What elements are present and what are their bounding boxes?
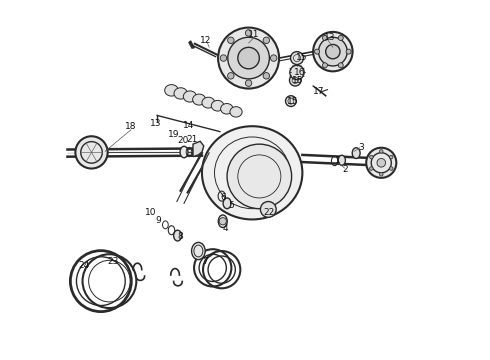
Ellipse shape [202,126,302,220]
Text: 15: 15 [287,97,299,106]
Ellipse shape [223,198,231,209]
Text: 7: 7 [203,257,208,266]
Circle shape [228,37,234,44]
Text: 16: 16 [294,68,305,77]
Circle shape [270,55,277,61]
Ellipse shape [192,242,205,260]
Ellipse shape [338,155,345,165]
Text: 22: 22 [264,208,275,217]
Text: 18: 18 [125,122,137,131]
Circle shape [369,155,373,159]
Circle shape [366,148,396,178]
Circle shape [290,75,301,86]
Ellipse shape [174,88,187,99]
Text: 10: 10 [146,208,157,217]
Text: 12: 12 [200,36,211,45]
Ellipse shape [218,215,227,228]
Ellipse shape [183,91,196,102]
Ellipse shape [230,107,242,117]
Ellipse shape [352,148,360,158]
Circle shape [228,73,234,79]
Ellipse shape [202,97,215,108]
Text: 19: 19 [168,130,180,139]
Ellipse shape [180,146,188,158]
Text: 8: 8 [177,232,183,241]
Circle shape [228,37,270,79]
Circle shape [322,35,327,40]
Circle shape [322,63,327,68]
Circle shape [290,65,304,80]
Text: 11: 11 [248,30,260,39]
Circle shape [346,49,351,54]
Polygon shape [193,141,204,157]
Circle shape [238,47,259,69]
Text: 23: 23 [107,257,119,266]
Circle shape [377,158,386,167]
Text: 15: 15 [293,76,304,85]
Text: 13: 13 [150,119,162,128]
Circle shape [379,149,383,153]
Ellipse shape [220,104,233,114]
Text: 4: 4 [222,224,228,233]
Text: 15: 15 [296,53,307,62]
Text: 14: 14 [183,121,194,130]
Circle shape [390,167,393,170]
Circle shape [227,144,292,209]
Text: 3: 3 [359,143,365,152]
Text: 1: 1 [335,156,341,165]
Circle shape [318,37,347,66]
Circle shape [390,155,393,159]
Text: 17: 17 [313,86,324,95]
Text: 13: 13 [323,33,335,42]
Text: 6: 6 [220,193,226,202]
Circle shape [315,49,319,54]
Circle shape [326,44,340,59]
Circle shape [220,55,227,61]
Circle shape [291,51,303,64]
Circle shape [263,37,270,44]
Circle shape [338,35,343,40]
Text: 5: 5 [228,201,234,210]
Ellipse shape [165,85,178,96]
Circle shape [75,136,108,168]
Circle shape [260,202,276,217]
Text: 24: 24 [79,261,90,270]
Circle shape [263,73,270,79]
Circle shape [245,80,252,86]
Ellipse shape [173,230,181,241]
Circle shape [286,96,296,107]
Text: 21: 21 [186,135,197,144]
Text: 9: 9 [155,216,161,225]
Circle shape [338,63,343,68]
Text: 2: 2 [342,165,347,174]
Circle shape [379,172,383,176]
Ellipse shape [193,94,206,105]
Ellipse shape [211,100,224,111]
Circle shape [369,167,373,170]
Circle shape [219,218,226,225]
Text: 20: 20 [178,136,189,145]
Circle shape [313,32,353,71]
Circle shape [245,30,252,36]
Circle shape [218,28,279,89]
